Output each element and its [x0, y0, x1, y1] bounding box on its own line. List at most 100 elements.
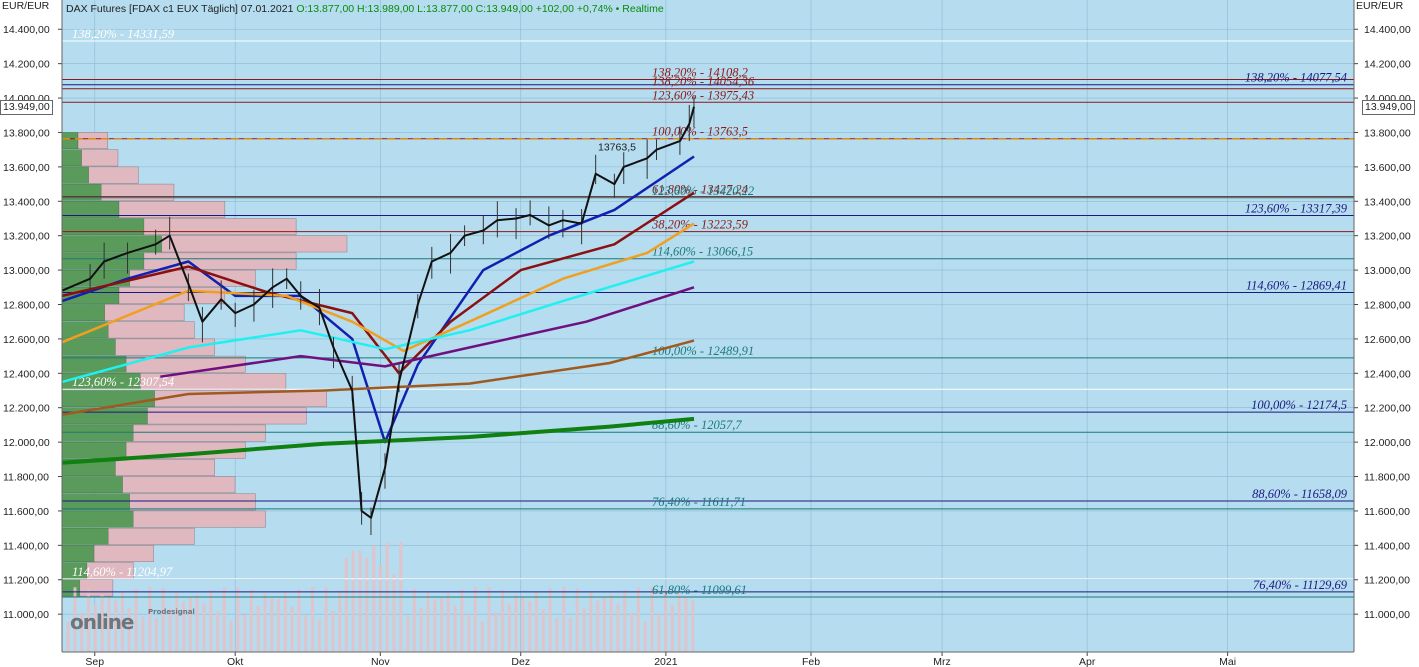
volume-bar	[202, 603, 206, 652]
volume-profile-bar	[115, 338, 215, 356]
volume-bar	[304, 615, 308, 652]
y-tick-label-right: 12.000,00	[1364, 437, 1411, 449]
volume-bar	[229, 620, 233, 652]
volume-profile-bar	[104, 304, 185, 322]
fib-level-label: 114,60% - 11204,97	[72, 565, 173, 579]
volume-bars	[66, 542, 695, 652]
y-tick-label-left: 12.200,00	[3, 403, 50, 415]
plot-background	[62, 0, 1354, 652]
volume-bar	[636, 587, 640, 652]
unit-label-left: EUR/EUR	[2, 0, 50, 12]
y-tick-label-left: 11.800,00	[3, 472, 49, 484]
volume-bar	[175, 591, 179, 652]
fib-level-label: 114,60% - 12869,41	[1246, 279, 1347, 293]
unit-label-right: EUR/EUR	[1356, 0, 1404, 12]
y-tick-label-right: 11.800,00	[1364, 472, 1410, 484]
logo-text: online	[70, 610, 134, 634]
volume-profile-bar	[115, 459, 215, 476]
volume-bar	[623, 589, 627, 652]
price-series	[61, 96, 695, 536]
volume-bar	[392, 574, 396, 652]
y-tick-label-right: 12.200,00	[1364, 403, 1411, 415]
volume-bar	[73, 587, 77, 652]
volume-bar	[222, 587, 226, 652]
y-tick-label-right: 12.800,00	[1364, 299, 1411, 311]
moving-average-line	[61, 416, 695, 465]
volume-bar	[426, 592, 430, 652]
volume-profile-bar	[133, 424, 266, 442]
last-price-tag-left: 13.949,00	[0, 99, 53, 115]
volume-bar	[582, 608, 586, 652]
volume-bar	[596, 600, 600, 652]
volume-bar	[650, 587, 654, 652]
volume-bar	[487, 587, 491, 652]
volume-bar	[643, 621, 647, 652]
volume-profile-bar	[122, 476, 236, 494]
volume-profile-bar	[161, 235, 348, 253]
volume-bar	[100, 594, 104, 652]
y-tick-label-left: 14.200,00	[3, 59, 50, 71]
y-axis-right: 11.000,00 11.200,00 11.400,00 11.600,00 11.8…	[1354, 24, 1411, 621]
volume-bar	[290, 606, 294, 652]
volume-bar	[270, 598, 274, 652]
fib-level-label: 138,20% - 14077,54	[1245, 71, 1347, 85]
volume-profile-bar	[61, 545, 95, 562]
volume-profile-bar	[61, 235, 162, 253]
y-tick-label-right: 12.600,00	[1364, 334, 1411, 346]
volume-bar	[107, 597, 111, 652]
volume-profile-bar	[61, 132, 79, 150]
x-tick-label: Nov	[371, 656, 390, 667]
volume-profile-bar	[133, 510, 266, 528]
volume-bar	[114, 600, 118, 652]
volume-bar	[446, 593, 450, 652]
fib-level-label: 61,80% - 13427,24	[652, 183, 748, 197]
x-tick-label: Dez	[511, 656, 530, 667]
volume-profile-bar	[143, 218, 297, 236]
volume-bar	[324, 587, 328, 652]
moving-average-line	[160, 286, 695, 378]
fib-level-label: 123,60% - 12307,54	[72, 375, 174, 389]
y-tick-label-left: 13.400,00	[3, 196, 50, 208]
volume-bar	[568, 617, 572, 652]
y-tick-label-left: 11.400,00	[3, 540, 49, 552]
volume-profile-bar	[118, 201, 226, 218]
volume-bar	[575, 588, 579, 652]
volume-bar	[548, 588, 552, 652]
y-tick-label-right: 14.400,00	[1364, 24, 1411, 36]
volume-bar	[331, 610, 335, 652]
volume-profile-bar	[79, 579, 114, 597]
volume-profile-bar	[61, 321, 109, 339]
volume-profile-bar	[61, 476, 123, 494]
volume-bar	[589, 591, 593, 652]
volume-bar	[494, 612, 498, 652]
volume-bar	[677, 593, 681, 652]
x-tick-label: Sep	[85, 656, 104, 667]
volume-bar	[188, 596, 192, 652]
volume-bar	[501, 589, 505, 652]
volume-bar	[440, 598, 444, 652]
fib-level-label: 88,60% - 11658,09	[1252, 487, 1348, 501]
volume-profile-bar	[88, 166, 139, 184]
volume-bar	[141, 616, 145, 652]
volume-bar	[616, 604, 620, 652]
y-tick-label-right: 11.600,00	[1364, 506, 1410, 518]
volume-bar	[311, 587, 315, 652]
y-tick-label-left: 12.000,00	[3, 437, 50, 449]
volume-bar	[670, 605, 674, 652]
y-axis-left: 11.000,00 11.200,00 11.400,00 11.600,00 11.8…	[3, 24, 62, 621]
volume-profile-bar	[61, 510, 134, 528]
volume-bar	[344, 557, 348, 652]
volume-bar	[317, 619, 321, 652]
x-tick-label: 2021	[654, 656, 678, 667]
fib-level-label: 138,20% - 14054,36	[652, 75, 755, 89]
volume-bar	[365, 557, 369, 652]
volume-bar	[161, 587, 165, 652]
fib-level-label: 123,60% - 13420,22	[652, 184, 754, 198]
volume-profile-bar	[93, 545, 154, 562]
y-tick-label-right: 11.400,00	[1364, 540, 1410, 552]
volume-profile-bar	[129, 493, 256, 511]
volume-bar	[154, 618, 158, 652]
ohlc-readout: O:13.877,00 H:13.989,00 L:13.877,00 C:13…	[296, 3, 664, 15]
chart-header: DAX Futures [FDAX c1 EUX Täglich] 07.01.…	[66, 3, 664, 15]
